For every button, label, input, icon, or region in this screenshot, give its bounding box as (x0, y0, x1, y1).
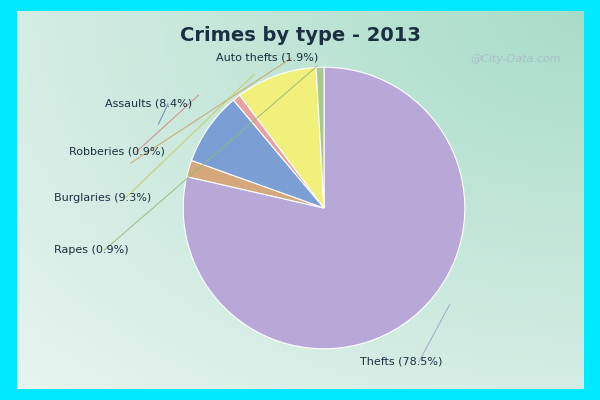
Wedge shape (191, 100, 324, 208)
Text: Auto thefts (1.9%): Auto thefts (1.9%) (216, 53, 318, 63)
Text: Thefts (78.5%): Thefts (78.5%) (360, 357, 442, 367)
Wedge shape (233, 95, 324, 208)
Text: Assaults (8.4%): Assaults (8.4%) (105, 99, 192, 109)
Text: @City-Data.com: @City-Data.com (470, 54, 561, 64)
Wedge shape (240, 68, 324, 208)
Text: Rapes (0.9%): Rapes (0.9%) (54, 245, 128, 255)
Wedge shape (316, 67, 324, 208)
Text: Crimes by type - 2013: Crimes by type - 2013 (179, 26, 421, 45)
Text: Burglaries (9.3%): Burglaries (9.3%) (54, 193, 151, 203)
Wedge shape (187, 160, 324, 208)
Wedge shape (183, 67, 465, 349)
Text: Robberies (0.9%): Robberies (0.9%) (69, 147, 165, 157)
